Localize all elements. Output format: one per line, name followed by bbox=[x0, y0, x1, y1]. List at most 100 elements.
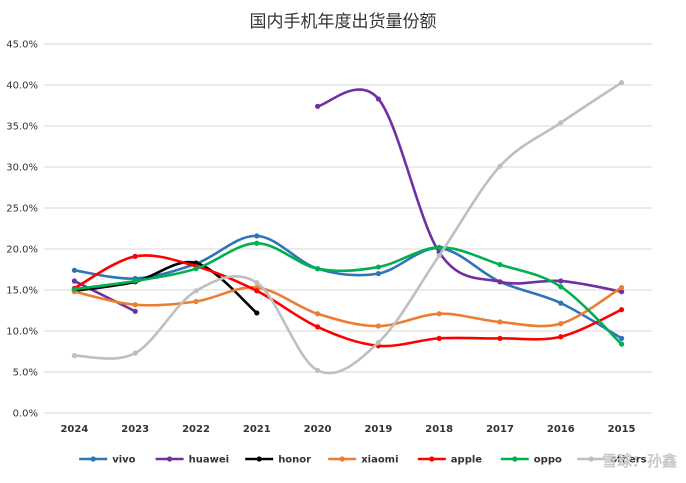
series-line-huawei bbox=[73, 279, 137, 313]
x-tick-label: 2024 bbox=[60, 424, 88, 435]
data-point-vivo bbox=[71, 267, 77, 273]
x-tick-label: 2019 bbox=[364, 424, 392, 435]
data-point-xiaomi bbox=[193, 298, 199, 305]
x-axis: 2024 2023 2022 2021 2020 2019 2018 2017 2016 2015 bbox=[60, 424, 635, 435]
data-point-huawei bbox=[132, 308, 138, 314]
data-point-apple bbox=[436, 335, 442, 341]
legend-label-huawei: huawei bbox=[189, 455, 229, 466]
data-point-others bbox=[497, 163, 503, 169]
series-line-apple bbox=[73, 254, 623, 348]
data-point-xiaomi bbox=[436, 311, 442, 317]
legend-item-others: others bbox=[577, 455, 647, 466]
series-honor bbox=[71, 260, 260, 316]
legend-marker-honor bbox=[256, 456, 262, 462]
legend-marker-others bbox=[588, 456, 594, 462]
legend-label-vivo: vivo bbox=[112, 455, 135, 466]
y-tick-label: 0.0% bbox=[13, 409, 38, 420]
legend-item-huawei: huawei bbox=[155, 455, 229, 466]
x-tick-label: 2021 bbox=[243, 424, 271, 435]
chart-title: 国内手机年度出货量份额 bbox=[250, 12, 437, 32]
data-point-huawei bbox=[558, 278, 564, 284]
legend-marker-xiaomi bbox=[339, 456, 345, 462]
legend-item-vivo: vivo bbox=[79, 455, 136, 466]
legend-item-apple: apple bbox=[417, 455, 482, 466]
data-point-huawei bbox=[619, 289, 625, 295]
legend-item-honor: honor bbox=[245, 455, 311, 466]
y-tick-label: 40.0% bbox=[6, 81, 38, 92]
data-point-xiaomi bbox=[375, 323, 381, 329]
x-tick-label: 2023 bbox=[121, 424, 149, 435]
x-tick-label: 2018 bbox=[425, 424, 453, 435]
series-layer bbox=[71, 79, 625, 375]
legend-label-oppo: oppo bbox=[534, 455, 562, 466]
data-point-vivo bbox=[619, 335, 625, 341]
grid-layer bbox=[44, 43, 652, 414]
series-line-xiaomi bbox=[73, 286, 623, 328]
y-tick-label: 30.0% bbox=[6, 163, 38, 174]
data-point-others bbox=[254, 280, 260, 286]
data-point-apple bbox=[315, 324, 321, 330]
y-tick-label: 10.0% bbox=[6, 327, 38, 338]
data-point-others bbox=[558, 120, 564, 126]
legend-label-apple: apple bbox=[451, 455, 482, 466]
series-xiaomi bbox=[71, 284, 625, 329]
data-point-oppo bbox=[375, 264, 381, 270]
legend-label-honor: honor bbox=[278, 455, 311, 466]
series-line-others bbox=[73, 81, 623, 375]
data-point-huawei bbox=[315, 103, 321, 109]
data-point-oppo bbox=[497, 261, 503, 268]
data-point-oppo bbox=[193, 266, 199, 272]
data-point-apple bbox=[497, 335, 503, 341]
legend-label-xiaomi: xiaomi bbox=[361, 455, 398, 466]
data-point-xiaomi bbox=[315, 311, 321, 317]
data-point-oppo bbox=[619, 341, 625, 347]
data-point-others bbox=[436, 252, 442, 259]
data-point-others bbox=[619, 79, 625, 86]
data-point-vivo bbox=[254, 233, 260, 239]
data-point-apple bbox=[132, 253, 138, 259]
data-point-xiaomi bbox=[558, 321, 564, 327]
x-tick-label: 2017 bbox=[486, 424, 514, 435]
data-point-huawei bbox=[497, 279, 503, 285]
legend-marker-apple bbox=[429, 456, 435, 462]
data-point-oppo bbox=[436, 244, 442, 250]
data-point-apple bbox=[558, 334, 564, 340]
data-point-oppo bbox=[71, 286, 77, 292]
y-tick-label: 15.0% bbox=[6, 286, 38, 297]
data-point-huawei bbox=[71, 278, 77, 284]
x-tick-label: 2022 bbox=[182, 424, 210, 435]
series-others bbox=[71, 79, 625, 375]
x-tick-label: 2016 bbox=[547, 424, 575, 435]
series-oppo bbox=[71, 240, 625, 347]
legend: vivo huawei honor xiaomi apple oppo others bbox=[79, 455, 647, 466]
legend-label-others: others bbox=[610, 455, 646, 466]
series-line-vivo bbox=[73, 234, 623, 340]
legend-marker-vivo bbox=[90, 456, 96, 462]
data-point-vivo bbox=[558, 300, 564, 306]
data-point-apple bbox=[619, 307, 625, 313]
data-point-others bbox=[375, 339, 381, 346]
data-point-oppo bbox=[132, 278, 138, 284]
legend-marker-oppo bbox=[512, 456, 518, 462]
data-point-others bbox=[71, 353, 77, 359]
data-point-huawei bbox=[375, 96, 381, 102]
data-point-others bbox=[315, 367, 321, 373]
x-tick-label: 2020 bbox=[304, 424, 332, 435]
series-line-oppo bbox=[73, 241, 623, 346]
data-point-xiaomi bbox=[132, 302, 138, 308]
y-tick-label: 5.0% bbox=[13, 368, 38, 379]
data-point-vivo bbox=[375, 271, 381, 277]
data-point-xiaomi bbox=[619, 284, 625, 291]
y-tick-label: 25.0% bbox=[6, 204, 38, 215]
legend-item-xiaomi: xiaomi bbox=[328, 455, 399, 466]
watermark: 雪球：孙鑫 bbox=[602, 452, 677, 470]
x-tick-label: 2015 bbox=[608, 424, 636, 435]
y-tick-label: 45.0% bbox=[6, 40, 38, 51]
data-point-xiaomi bbox=[497, 319, 503, 325]
series-huawei bbox=[71, 88, 625, 314]
data-point-apple bbox=[254, 288, 260, 294]
legend-item-oppo: oppo bbox=[500, 455, 562, 466]
data-point-others bbox=[132, 350, 138, 356]
